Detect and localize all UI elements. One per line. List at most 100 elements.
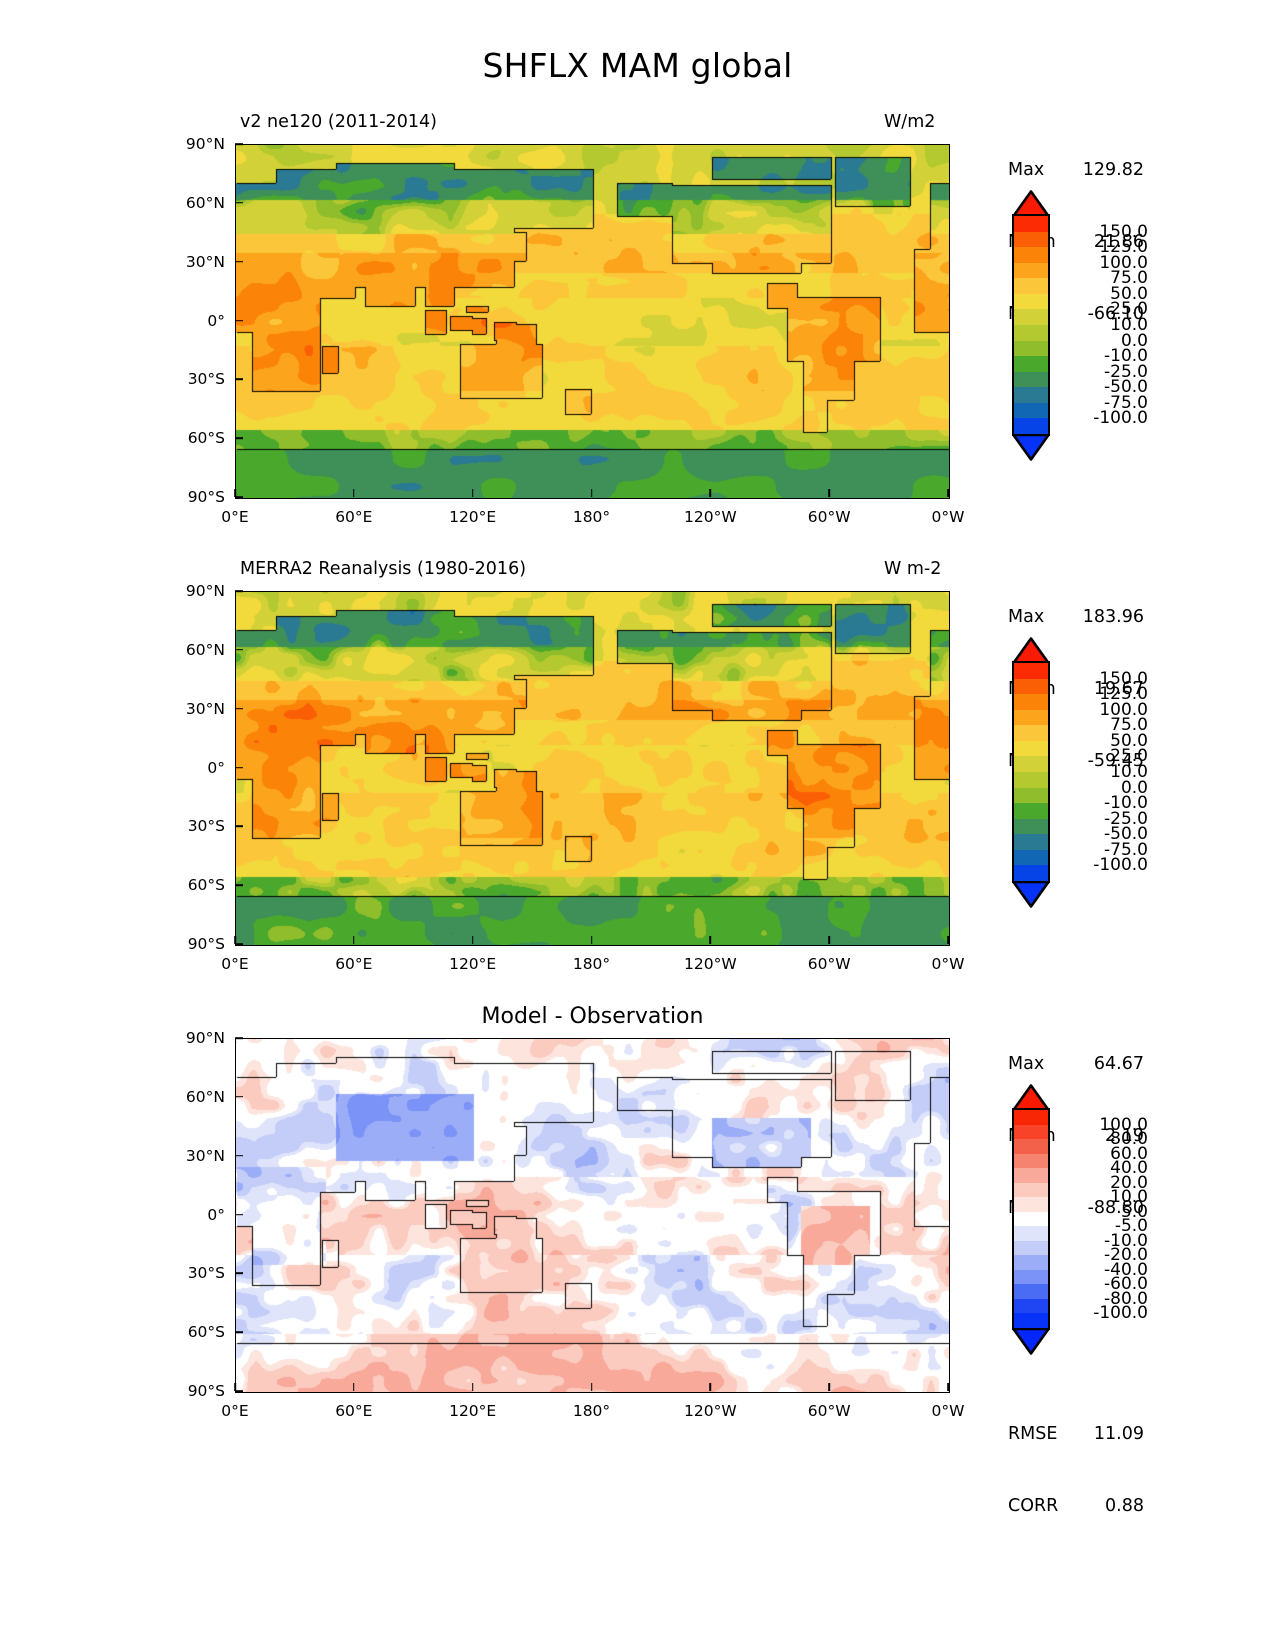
stat-max-label: Max — [1008, 1054, 1045, 1074]
x-axis-tick-label: 60°W — [807, 508, 851, 526]
colorbar-segment — [1014, 1168, 1048, 1183]
x-axis-tick-label: 60°E — [335, 955, 373, 973]
colorbar-tick-label: 150.0 — [1099, 668, 1148, 689]
x-axis-tick-mark — [471, 489, 474, 497]
x-axis-tick-label: 0°E — [221, 1402, 249, 1420]
colorbar-tick-label: 100.0 — [1099, 699, 1148, 720]
y-axis-tick-label: 0° — [207, 758, 225, 777]
colorbar-segment — [1014, 787, 1048, 804]
x-axis-tick-mark — [590, 936, 593, 944]
x-axis-tick-mark — [828, 489, 830, 497]
colorbar-segment — [1014, 1240, 1048, 1256]
y-axis-tick-mark — [235, 1390, 243, 1392]
x-axis-tick-label: 120°E — [449, 955, 497, 973]
y-axis-tick-mark — [235, 143, 243, 145]
x-axis-tick-label: 0°W — [931, 508, 965, 526]
colorbar-tick-label: -20.0 — [1104, 1245, 1148, 1266]
y-axis-tick-mark — [235, 202, 243, 204]
colorbar-tick-label: -50.0 — [1104, 377, 1148, 398]
y-axis-tick-label: 90°N — [185, 582, 225, 600]
x-axis-tick-mark — [234, 936, 236, 944]
colorbar-tick-label: -10.0 — [1104, 346, 1148, 367]
x-axis-tick-label: 120°E — [449, 1402, 497, 1420]
colorbar-tick-label: 25.0 — [1110, 746, 1148, 767]
y-axis-tick-mark — [235, 1037, 243, 1039]
colorbar-tick-label: 10.0 — [1110, 1187, 1148, 1208]
x-axis-tick-mark — [590, 1383, 593, 1391]
colorbar-extend-min-arrow — [1012, 1327, 1050, 1355]
colorbar-extend-max-arrow — [1012, 1084, 1050, 1112]
colorbar-tick-label: 75.0 — [1110, 715, 1148, 736]
panel-model-units: W/m2 — [884, 112, 936, 132]
colorbar-segment — [1014, 278, 1048, 294]
x-axis-tick-mark — [471, 1383, 474, 1391]
colorbar-tick-label: -25.0 — [1104, 361, 1148, 382]
colorbar-segment — [1014, 1211, 1048, 1227]
y-axis-tick-label: 60°N — [185, 1087, 225, 1106]
colorbar-gradient — [1012, 214, 1050, 436]
colorbar-tick-label: -10.0 — [1104, 793, 1148, 814]
stat-corr-label: CORR — [1008, 1496, 1059, 1516]
colorbar-tick-label: -50.0 — [1104, 824, 1148, 845]
x-axis-tick-label: 120°W — [683, 955, 737, 973]
colorbar-tick-label: -100.0 — [1093, 1303, 1148, 1324]
stat-rmse-label: RMSE — [1008, 1424, 1058, 1444]
y-axis-tick-label: 60°N — [185, 193, 225, 212]
colorbar-segment — [1014, 309, 1048, 325]
colorbar-segment — [1014, 231, 1048, 248]
colorbar-tick-label: 10.0 — [1110, 315, 1148, 335]
colorbar-segment — [1014, 262, 1048, 279]
x-axis-tick-label: 60°E — [335, 508, 373, 526]
panel-observation-header: MERRA2 Reanalysis (1980-2016) — [240, 559, 527, 579]
x-axis-tick-mark — [234, 489, 236, 497]
x-axis-tick-label: 0°E — [221, 955, 249, 973]
stat-min-value: -66.10 — [1087, 304, 1144, 324]
x-axis-tick-label: 120°W — [683, 1402, 737, 1420]
colorbar-tick-label: 5.0 — [1120, 1201, 1148, 1222]
colorbar-tick-label: 150.0 — [1099, 221, 1148, 242]
colorbar-tick-label: 0.0 — [1120, 330, 1148, 351]
x-axis-tick-mark — [947, 489, 949, 497]
stat-max-label: Max — [1008, 607, 1045, 627]
colorbar-segment — [1014, 678, 1048, 695]
stat-max-value: 129.82 — [1082, 160, 1144, 180]
y-axis-tick-label: 90°S — [187, 935, 225, 953]
colorbar-tick-label: -80.0 — [1104, 1288, 1148, 1309]
stat-rmse-value: 11.09 — [1093, 1424, 1144, 1444]
colorbar-segment — [1014, 709, 1048, 726]
panel-difference-title: Model - Observation — [481, 1004, 704, 1029]
colorbar-tick-label: 100.0 — [1099, 252, 1148, 273]
colorbar-segment — [1014, 771, 1048, 788]
x-axis-tick-mark — [471, 936, 474, 944]
y-axis-tick-label: 60°S — [187, 429, 225, 448]
x-axis-tick-mark — [828, 1383, 830, 1391]
figure-title: SHFLX MAM global — [482, 46, 793, 85]
x-axis-tick-mark — [709, 489, 712, 497]
stat-mean-value: 19.67 — [1093, 679, 1144, 699]
y-axis-tick-label: 30°S — [187, 817, 225, 836]
colorbar-tick-label: 80.0 — [1110, 1129, 1148, 1150]
y-axis-tick-label: 90°S — [187, 1382, 225, 1400]
colorbar-segment — [1014, 1124, 1048, 1140]
x-axis-tick-label: 120°W — [683, 508, 737, 526]
colorbar-segment — [1014, 1110, 1048, 1125]
stat-min-value: -88.80 — [1087, 1198, 1144, 1218]
y-axis-tick-label: 90°N — [185, 135, 225, 153]
stat-max-value: 183.96 — [1082, 607, 1144, 627]
colorbar-segment — [1014, 216, 1048, 232]
x-axis-tick-mark — [353, 936, 355, 944]
map-data-layer — [236, 1039, 949, 1392]
colorbar-segment — [1014, 247, 1048, 263]
colorbar-segment — [1014, 387, 1048, 403]
y-axis-tick-mark — [235, 649, 243, 651]
y-axis-tick-label: 30°S — [187, 1264, 225, 1283]
y-axis-tick-label: 30°N — [185, 252, 225, 271]
colorbar-extend-max-arrow — [1012, 637, 1050, 665]
stat-max-value: 64.67 — [1093, 1054, 1144, 1074]
colorbar-tick-label: 10.0 — [1110, 762, 1148, 782]
colorbar-segment — [1014, 694, 1048, 710]
colorbar-tick-label: -75.0 — [1104, 392, 1148, 413]
colorbar-segment — [1014, 324, 1048, 341]
x-axis-tick-mark — [709, 936, 712, 944]
